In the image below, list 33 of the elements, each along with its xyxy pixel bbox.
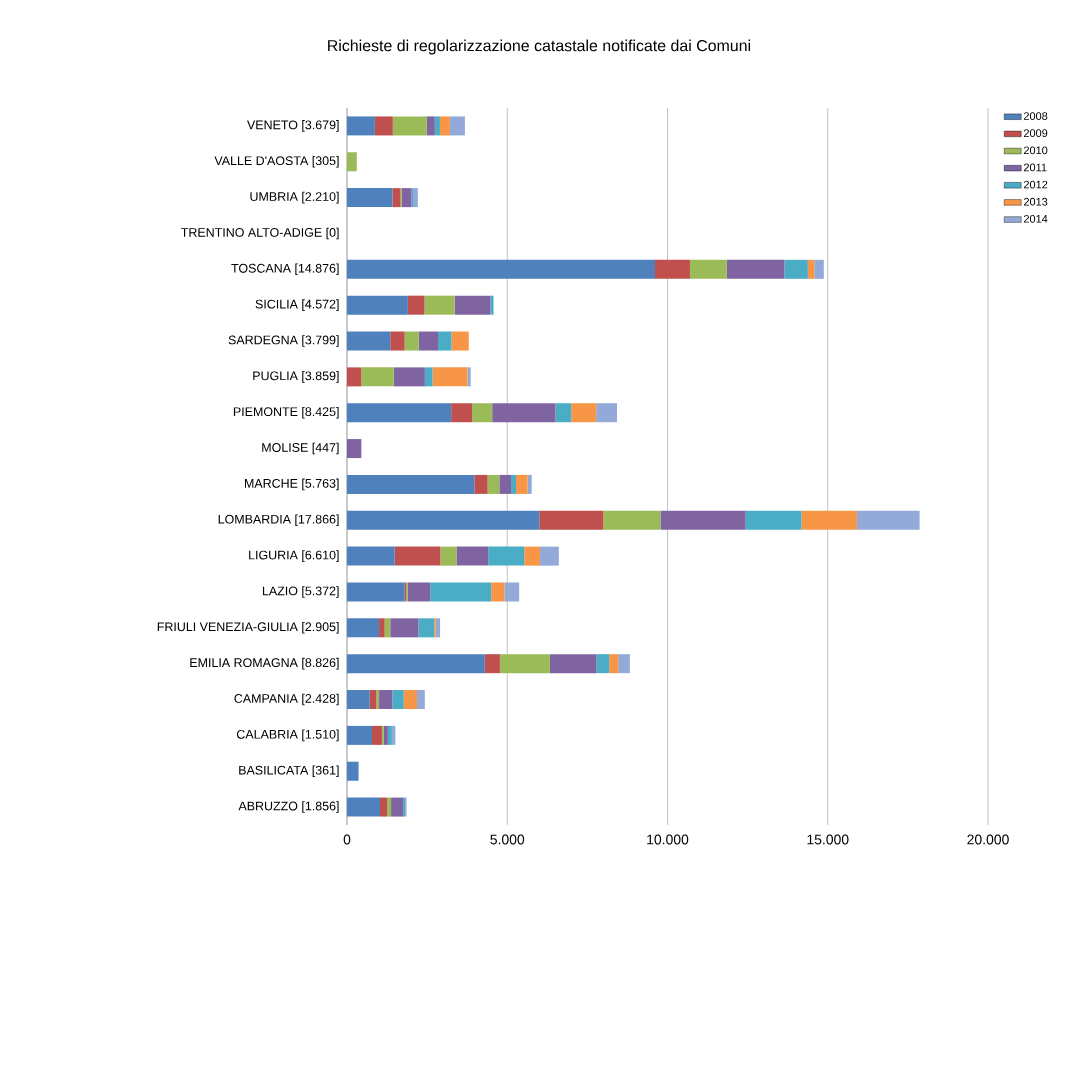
legend-label: 2009 [1023,129,1048,138]
y-tick-label: LOMBARDIA [17.866] [218,514,339,527]
y-tick-label: TOSCANA [14.876] [231,263,339,276]
y-tick-label: EMILIA ROMAGNA [8.826] [190,657,339,670]
y-tick-label: CALABRIA [1.510] [236,729,339,742]
x-tick-label: 10.000 [647,834,689,845]
y-tick-label: SARDEGNA [3.799] [228,335,339,347]
y-tick-label: CAMPANIA [2.428] [234,693,339,706]
legend-label: 2012 [1023,180,1048,189]
legend-label: 2010 [1023,146,1048,155]
y-tick-label: LAZIO [5.372] [262,586,339,598]
y-tick-label: BASILICATA [361] [239,765,339,778]
legend-label: 2011 [1023,163,1047,172]
legend-label: 2014 [1023,214,1048,223]
x-tick-label: 20.000 [967,834,1009,845]
y-tick-label: ABRUZZO [1.856] [238,801,339,813]
x-tick-label: 0 [343,834,351,845]
y-tick-label: MARCHE [5.763] [244,478,339,491]
y-tick-label: PUGLIA [3.859] [253,371,339,383]
legend-label: 2013 [1023,197,1048,206]
y-tick-label: PIEMONTE [8.425] [233,406,339,419]
x-tick-label: 15.000 [807,834,849,845]
y-tick-label: VENETO [3.679] [247,120,339,132]
y-tick-label: SICILIA [4.572] [255,299,339,311]
y-tick-label: FRIULI VENEZIA-GIULIA [2.905] [157,622,339,634]
y-tick-label: MOLISE [447] [262,442,339,455]
legend-label: 2008 [1023,112,1048,120]
y-tick-label: UMBRIA [2.210] [250,191,339,204]
y-tick-label: TRENTINO ALTO-ADIGE [0] [181,227,339,240]
y-tick-label: VALLE D'AOSTA [305] [214,155,339,168]
x-tick-label: 5.000 [490,834,525,845]
y-tick-label: LIGURIA [6.610] [249,550,339,562]
chart-title: Richieste di regolarizzazione catastale notificate dai Comuni [328,39,751,55]
